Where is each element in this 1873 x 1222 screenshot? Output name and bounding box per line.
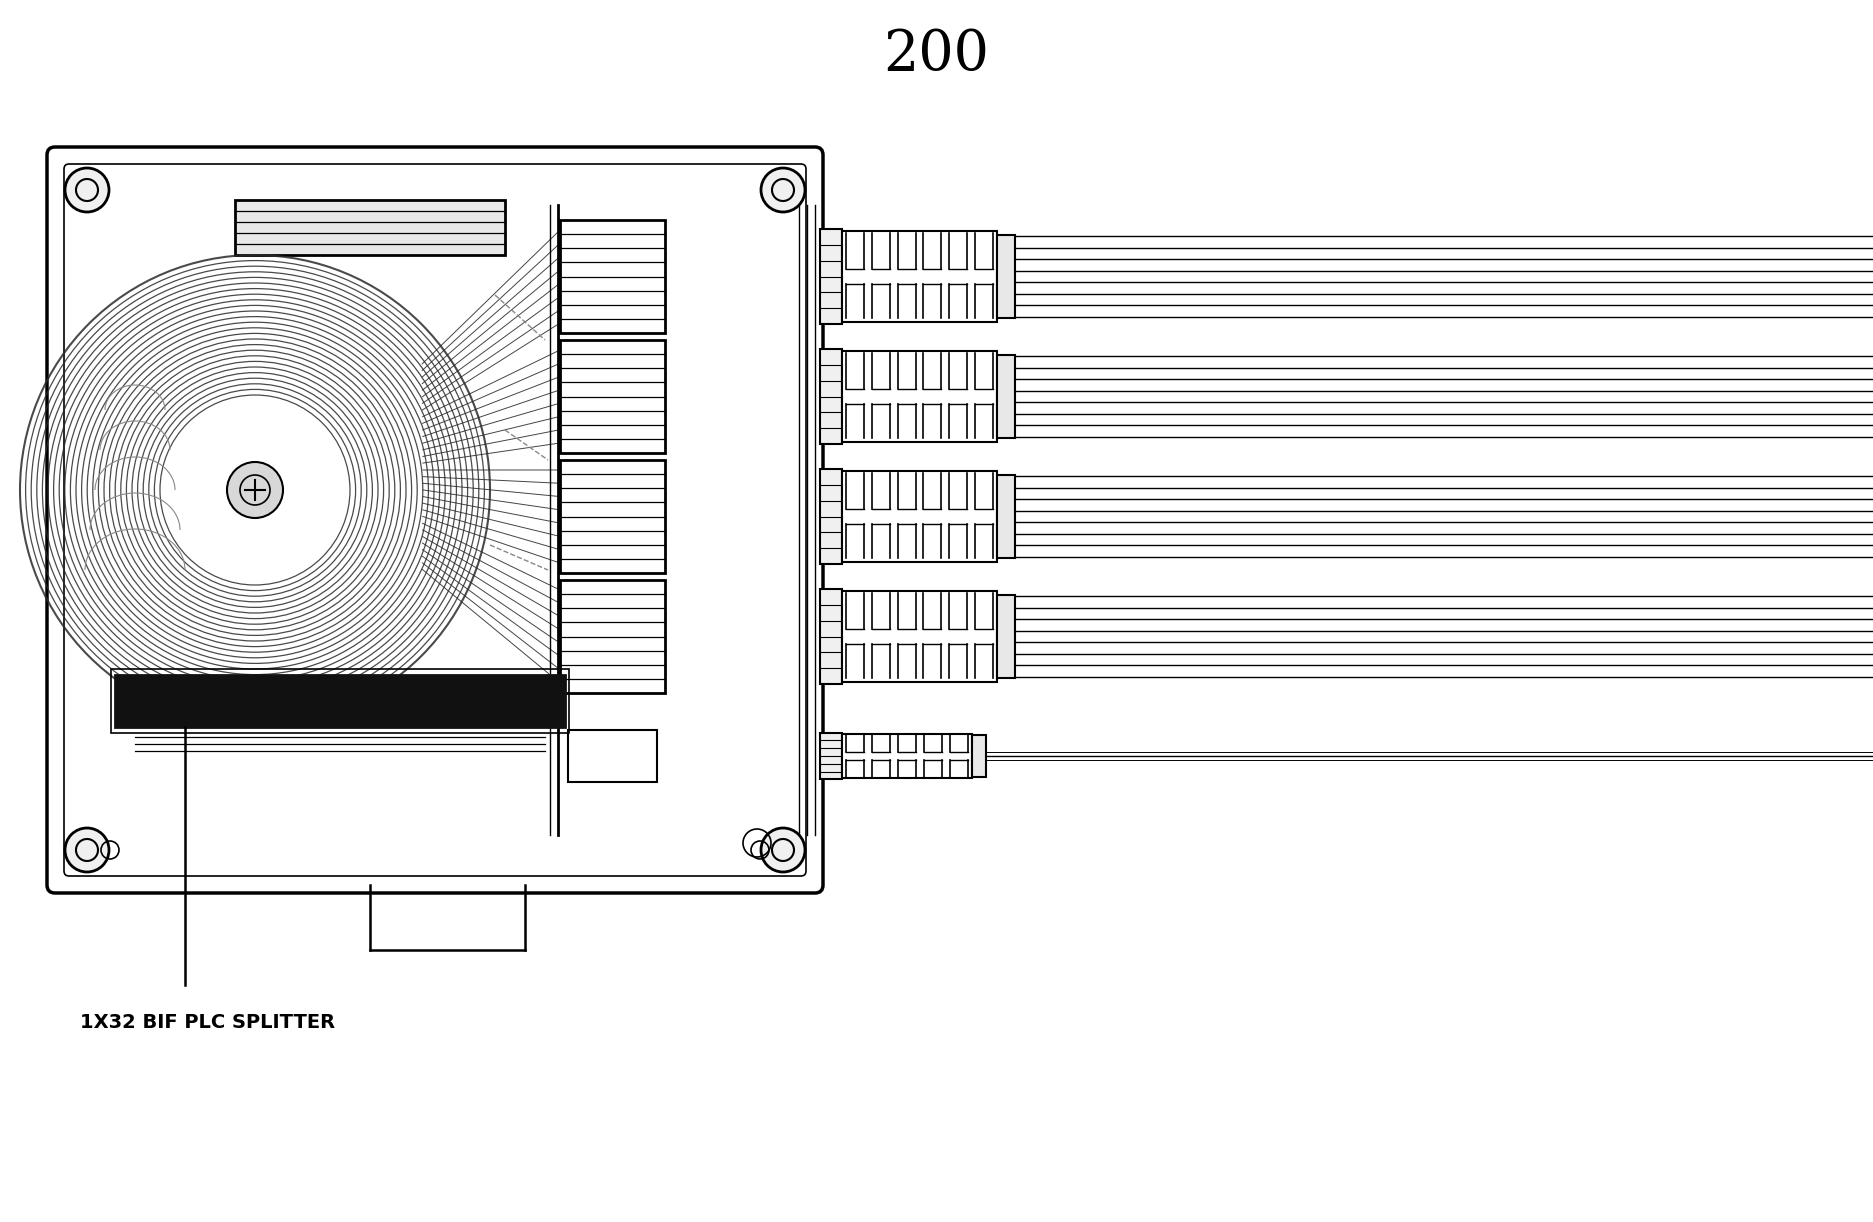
Bar bbox=[972, 736, 985, 777]
Bar bbox=[820, 229, 843, 324]
Bar bbox=[820, 469, 843, 565]
Bar bbox=[996, 235, 1015, 318]
Circle shape bbox=[760, 167, 805, 211]
Bar bbox=[111, 668, 569, 733]
Bar bbox=[843, 472, 996, 562]
Bar bbox=[843, 733, 972, 778]
Circle shape bbox=[66, 829, 109, 873]
Bar bbox=[560, 580, 665, 693]
Bar bbox=[996, 474, 1015, 558]
Bar bbox=[560, 459, 665, 573]
Bar bbox=[843, 352, 996, 441]
Bar bbox=[568, 730, 657, 782]
Bar bbox=[820, 349, 843, 444]
Bar bbox=[820, 733, 843, 780]
Bar bbox=[114, 675, 566, 727]
Bar bbox=[560, 220, 665, 334]
Text: 200: 200 bbox=[882, 28, 989, 82]
Bar bbox=[996, 595, 1015, 678]
Circle shape bbox=[760, 829, 805, 873]
FancyBboxPatch shape bbox=[47, 147, 822, 893]
Bar bbox=[560, 340, 665, 453]
Bar bbox=[996, 354, 1015, 439]
Circle shape bbox=[66, 167, 109, 211]
Circle shape bbox=[227, 462, 283, 518]
Text: 1X32 BIF PLC SPLITTER: 1X32 BIF PLC SPLITTER bbox=[81, 1013, 335, 1033]
Bar bbox=[234, 200, 506, 255]
Bar bbox=[843, 231, 996, 321]
Bar bbox=[820, 589, 843, 684]
Bar bbox=[843, 591, 996, 682]
